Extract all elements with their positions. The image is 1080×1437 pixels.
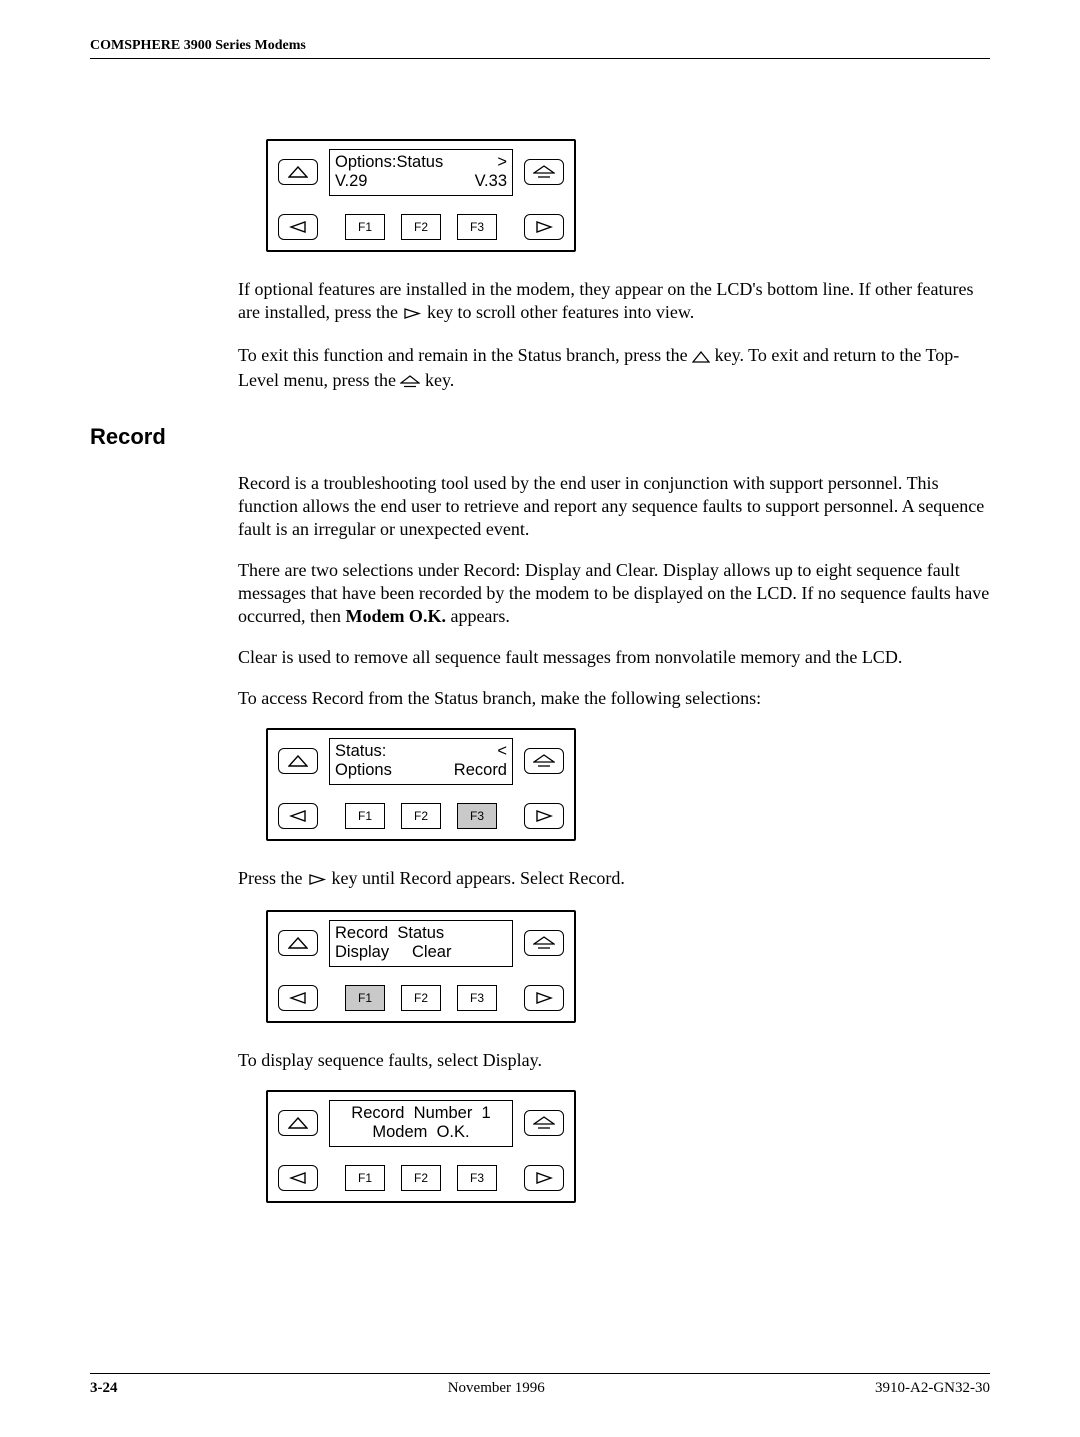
up-key-icon: [278, 748, 318, 774]
fkey-row: F1 F2 F3: [329, 214, 513, 240]
f2-key: F2: [401, 985, 441, 1011]
right-key-icon: [524, 1165, 564, 1191]
lcd-screen: Record Status Display Clear: [329, 920, 513, 967]
page: COMSPHERE 3900 Series Modems Options:Sta…: [0, 0, 1080, 1437]
page-footer: 3-24 November 1996 3910-A2-GN32-30: [90, 1373, 990, 1397]
paragraph: Record is a troubleshooting tool used by…: [238, 472, 990, 541]
lcd-panel-options-status: Options:Status > V.29 V.33 F1 F2 F3: [266, 139, 576, 252]
lcd-text: <: [497, 742, 507, 761]
f3-key: F3: [457, 803, 497, 829]
lcd-text: Status:: [335, 742, 386, 761]
home-key-icon: [524, 1110, 564, 1136]
footer-date: November 1996: [448, 1380, 545, 1397]
running-head: COMSPHERE 3900 Series Modems: [90, 38, 990, 59]
lcd-screen: Options:Status > V.29 V.33: [329, 149, 513, 196]
right-key-inline-icon: [307, 869, 327, 892]
home-key-inline-icon: [400, 371, 420, 394]
lcd-text: Record: [454, 761, 507, 780]
text: key.: [425, 370, 454, 390]
text: appears.: [446, 606, 510, 626]
right-key-inline-icon: [402, 303, 422, 326]
content-column: Options:Status > V.29 V.33 F1 F2 F3: [238, 139, 990, 394]
section-heading-record: Record: [90, 424, 990, 450]
lcd-line2-left: V.29: [335, 172, 367, 191]
lcd-line1-left: Options:Status: [335, 153, 443, 172]
lcd-text: Options: [335, 761, 392, 780]
text: key to scroll other features into view.: [427, 302, 694, 322]
paragraph: Clear is used to remove all sequence fau…: [238, 646, 990, 669]
paragraph: To access Record from the Status branch,…: [238, 687, 990, 710]
paragraph: Press the key until Record appears. Sele…: [238, 867, 990, 892]
lcd-panel-status: Status: < Options Record F1 F2 F3: [266, 728, 576, 841]
home-key-icon: [524, 159, 564, 185]
text: To exit this function and remain in the …: [238, 345, 692, 365]
document-number: 3910-A2-GN32-30: [875, 1380, 990, 1397]
up-key-icon: [278, 159, 318, 185]
lcd-text: Record Status: [335, 924, 444, 943]
f3-key: F3: [457, 1165, 497, 1191]
up-key-icon: [278, 1110, 318, 1136]
up-key-inline-icon: [692, 346, 710, 369]
left-key-icon: [278, 985, 318, 1011]
text-bold: Modem O.K.: [345, 606, 446, 626]
up-key-icon: [278, 930, 318, 956]
left-key-icon: [278, 1165, 318, 1191]
lcd-line2-right: V.33: [475, 172, 507, 191]
right-key-icon: [524, 985, 564, 1011]
home-key-icon: [524, 748, 564, 774]
f3-key: F3: [457, 985, 497, 1011]
paragraph: If optional features are installed in th…: [238, 278, 990, 326]
paragraph: There are two selections under Record: D…: [238, 559, 990, 628]
right-key-icon: [524, 214, 564, 240]
text: Press the: [238, 868, 307, 888]
f1-key: F1: [345, 214, 385, 240]
right-key-icon: [524, 803, 564, 829]
left-key-icon: [278, 214, 318, 240]
lcd-text: Display Clear: [335, 943, 451, 962]
text: key until Record appears. Select Record.: [332, 868, 625, 888]
lcd-line1-right: >: [497, 153, 507, 172]
lcd-text: Modem O.K.: [372, 1123, 469, 1142]
paragraph: To display sequence faults, select Displ…: [238, 1049, 990, 1072]
lcd-text: Record Number 1: [351, 1104, 490, 1123]
lcd-panel-record-number: Record Number 1 Modem O.K. F1 F2 F3: [266, 1090, 576, 1203]
f2-key: F2: [401, 1165, 441, 1191]
lcd-screen: Status: < Options Record: [329, 738, 513, 785]
f1-key: F1: [345, 803, 385, 829]
home-key-icon: [524, 930, 564, 956]
f1-key: F1: [345, 985, 385, 1011]
page-number: 3-24: [90, 1380, 118, 1397]
f2-key: F2: [401, 803, 441, 829]
f1-key: F1: [345, 1165, 385, 1191]
f3-key: F3: [457, 214, 497, 240]
left-key-icon: [278, 803, 318, 829]
paragraph: To exit this function and remain in the …: [238, 344, 990, 394]
lcd-screen: Record Number 1 Modem O.K.: [329, 1100, 513, 1147]
f2-key: F2: [401, 214, 441, 240]
lcd-panel-record-status: Record Status Display Clear F1 F2 F3: [266, 910, 576, 1023]
